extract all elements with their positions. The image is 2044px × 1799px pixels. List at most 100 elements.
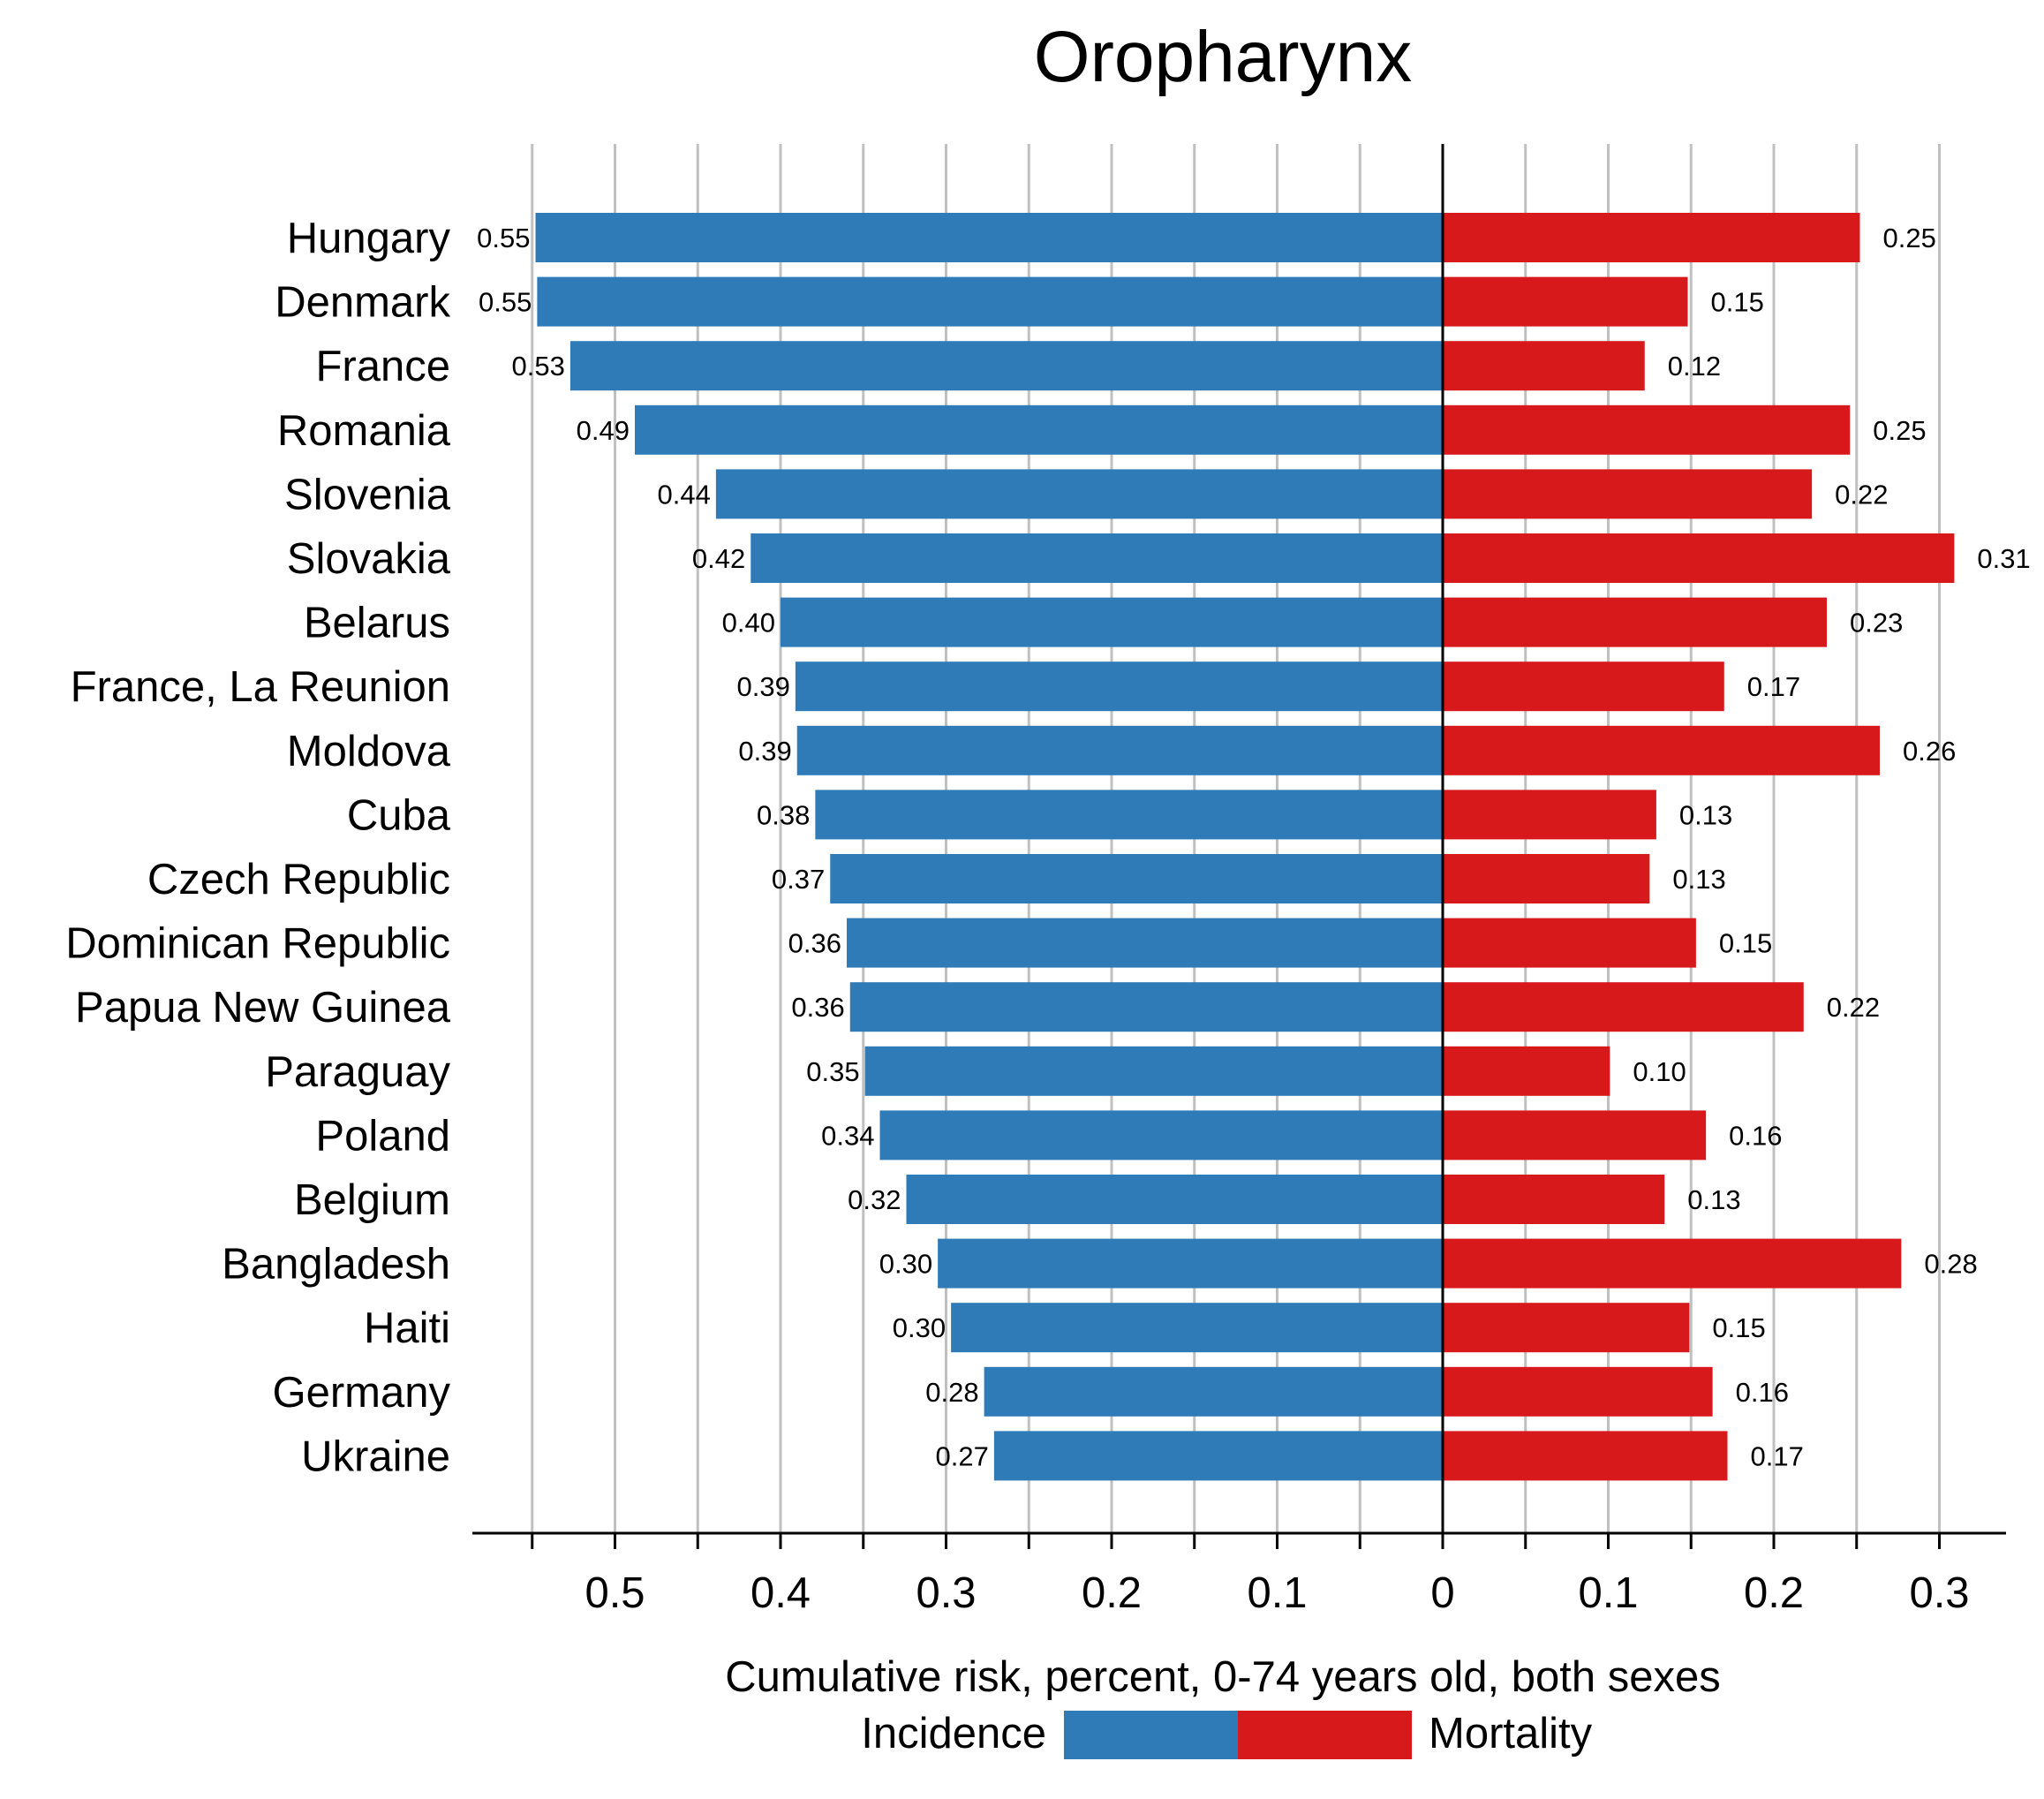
legend: Incidence Mortality [861,1710,1593,1759]
category-label: Dominican Republic [65,920,450,968]
incidence-bar [795,661,1443,712]
incidence-bar [984,1366,1443,1417]
x-tick-label: 0.1 [1247,1569,1307,1617]
mortality-bar [1443,1431,1728,1481]
mortality-bar [1443,918,1696,968]
mortality-value-label: 0.25 [1883,223,1936,253]
mortality-value-label: 0.13 [1687,1184,1740,1215]
mortality-bar [1443,341,1645,391]
mortality-value-label: 0.23 [1850,608,1903,639]
incidence-bar [847,918,1443,968]
mortality-bar [1443,1366,1713,1417]
legend-swatch-mortality [1238,1711,1412,1759]
x-tick-label: 0.5 [585,1569,645,1617]
category-label: France, La Reunion [71,663,450,711]
x-tick-label: 0.1 [1578,1569,1638,1617]
mortality-bar [1443,982,1804,1032]
category-label: Denmark [275,279,450,327]
incidence-bar [849,982,1443,1032]
mortality-value-label: 0.15 [1711,287,1764,318]
incidence-value-label: 0.42 [692,543,745,574]
mortality-bar [1443,404,1851,455]
legend-label-mortality: Mortality [1429,1710,1593,1757]
incidence-value-label: 0.49 [577,415,630,446]
incidence-value-label: 0.36 [791,992,844,1023]
legend-label-incidence: Incidence [861,1710,1046,1757]
mortality-value-label: 0.16 [1729,1120,1782,1151]
mortality-bar [1443,725,1880,775]
category-label: Slovakia [287,535,451,583]
x-tick-label: 0.2 [1744,1569,1804,1617]
mortality-bar [1443,1110,1707,1160]
incidence-value-label: 0.53 [512,351,565,382]
mortality-bar [1443,661,1724,712]
mortality-bar [1443,469,1813,519]
incidence-value-label: 0.38 [757,799,810,830]
incidence-value-label: 0.40 [722,608,775,639]
incidence-bar [750,533,1443,583]
incidence-value-label: 0.36 [788,928,841,959]
incidence-bar [635,404,1443,455]
mortality-bar [1443,597,1827,647]
x-tick-label: 0.3 [1909,1569,1969,1617]
x-tick-label: 0.2 [1082,1569,1142,1617]
mortality-bar [1443,1175,1665,1224]
legend-swatch-incidence [1064,1711,1238,1759]
incidence-value-label: 0.30 [893,1312,946,1343]
mortality-value-label: 0.15 [1719,928,1772,959]
incidence-value-label: 0.32 [848,1184,901,1215]
category-label: Slovenia [284,471,451,518]
x-axis-title: Cumulative risk, percent, 0-74 years old… [725,1653,1721,1701]
incidence-bar [815,790,1443,840]
incidence-bar [537,276,1443,327]
incidence-value-label: 0.39 [738,736,791,767]
chart-title: Oropharynx [1034,17,1412,97]
bars [535,213,1955,1481]
mortality-value-label: 0.16 [1736,1377,1789,1408]
incidence-value-label: 0.34 [821,1120,874,1151]
incidence-value-label: 0.28 [925,1377,978,1408]
incidence-bar [781,597,1443,647]
mortality-value-label: 0.22 [1835,479,1888,510]
category-label: Moldova [287,728,451,775]
incidence-bar [569,341,1443,391]
mortality-value-label: 0.15 [1712,1312,1765,1343]
incidence-bar [864,1046,1443,1096]
mortality-bar [1443,1238,1902,1289]
incidence-bar [951,1303,1443,1353]
category-label: Bangladesh [222,1241,450,1289]
mortality-bar [1443,213,1860,262]
category-label: Belgium [294,1176,450,1224]
incidence-bar [715,469,1443,519]
mortality-bar [1443,533,1955,583]
category-label: Belarus [304,600,450,647]
incidence-bar [879,1110,1443,1160]
incidence-bar [830,854,1443,903]
incidence-bar [938,1238,1443,1289]
mortality-value-label: 0.25 [1873,415,1926,446]
category-label: Poland [315,1112,450,1160]
mortality-value-label: 0.26 [1903,736,1956,767]
category-label: Paraguay [265,1048,450,1096]
mortality-bar [1443,1303,1690,1353]
incidence-value-label: 0.27 [936,1440,989,1471]
incidence-bar [796,725,1443,775]
mortality-bar [1443,790,1656,840]
category-label: Cuba [347,791,451,839]
mortality-value-label: 0.12 [1668,351,1721,382]
incidence-value-label: 0.44 [658,479,711,510]
category-label: Ukraine [301,1432,450,1480]
incidence-value-label: 0.37 [772,864,825,895]
category-label: Haiti [364,1304,450,1352]
category-label: Germany [272,1369,450,1417]
incidence-value-label: 0.35 [806,1056,859,1087]
x-tick-label: 0 [1430,1569,1454,1617]
category-label: Papua New Guinea [75,984,451,1032]
mortality-bar [1443,854,1650,903]
x-tick-label: 0.3 [916,1569,976,1617]
category-label: Romania [277,407,451,455]
mortality-value-label: 0.17 [1747,671,1800,702]
category-label: France [315,343,450,390]
category-label: Czech Republic [147,856,450,903]
